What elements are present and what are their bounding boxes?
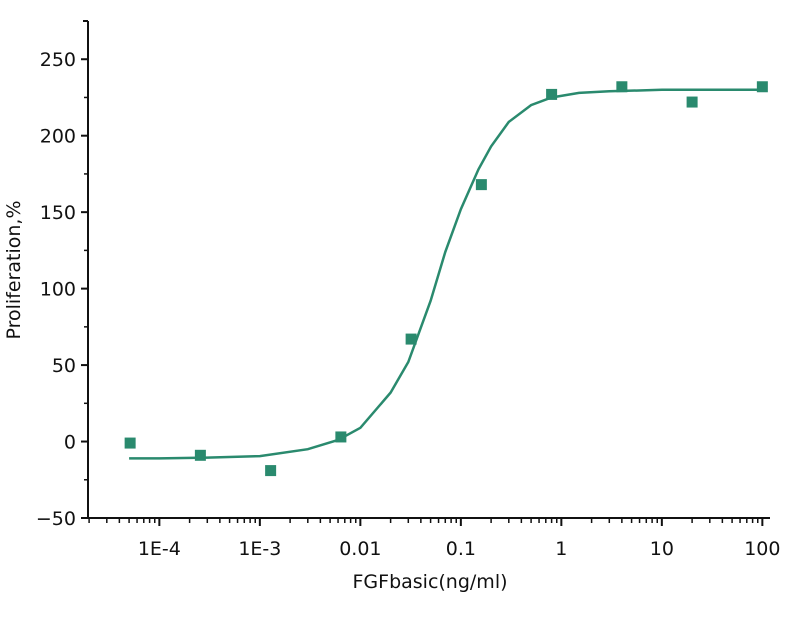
axes: −50 0 50 100 150 200 250 1E-4 1E-3 0.01 0.1 1 10 100 [36,20,780,560]
data-point [616,81,628,93]
y-tick-label: −50 [36,508,76,530]
data-point [194,449,206,461]
y-tick-label: 0 [64,432,76,454]
x-tick-label: 100 [744,538,780,560]
y-tick-label: 250 [40,49,76,71]
fit-curve [129,88,763,460]
y-tick-label: 200 [40,126,76,148]
x-tick-label: 10 [650,538,674,560]
y-tick-label: 50 [52,355,76,377]
x-tick-label: 0.1 [446,538,476,560]
x-tick-label: 1E-4 [138,538,181,560]
y-axis-label: Proliferation,% [3,200,25,339]
x-tick-label: 0.01 [339,538,381,560]
data-point [475,179,487,191]
y-tick-label: 150 [40,202,76,224]
data-point [686,96,698,108]
data-point [756,81,768,93]
x-tick-label: 1E-3 [238,538,281,560]
data-point [546,88,558,100]
data-points [124,81,768,477]
x-tick-label: 1 [555,538,567,560]
data-point [405,333,417,345]
x-axis-label: FGFbasic(ng/ml) [352,571,507,593]
data-point [124,437,136,449]
y-tick-label: 100 [40,279,76,301]
data-point [265,465,277,477]
data-point [335,431,347,443]
